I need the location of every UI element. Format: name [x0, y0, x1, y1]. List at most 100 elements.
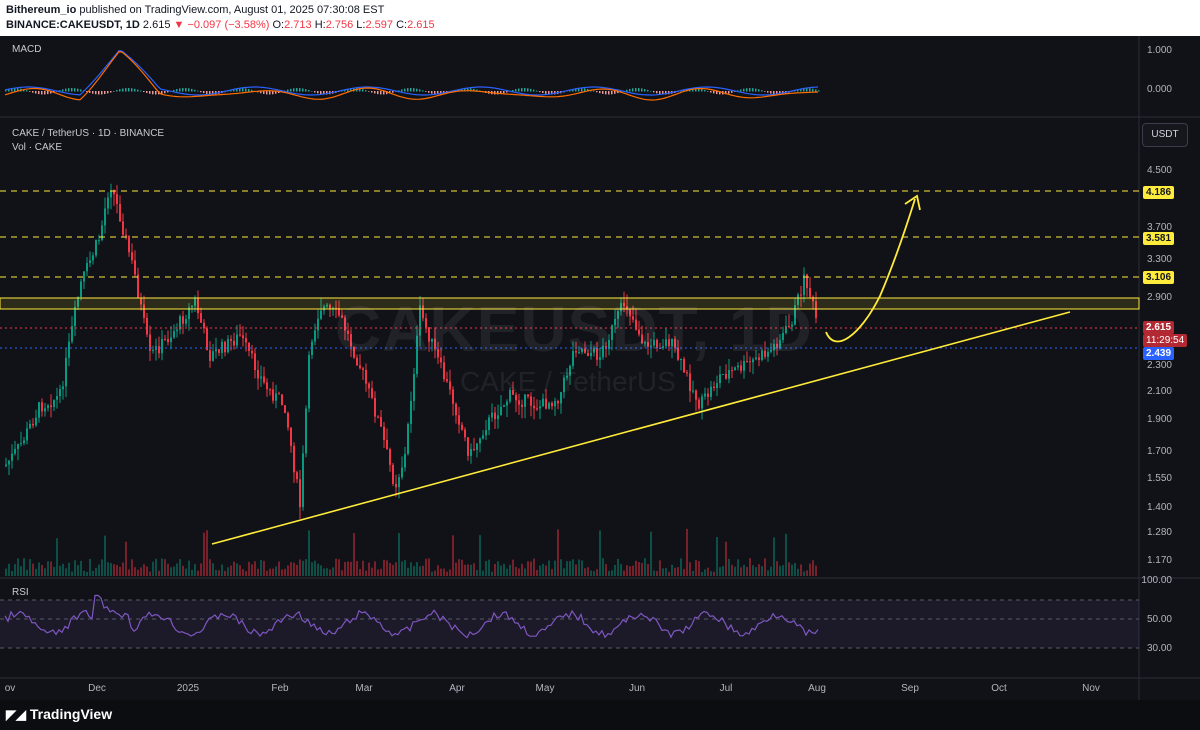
- candle-body: [275, 393, 277, 401]
- chart-area[interactable]: CAKEUSDT, 1D CAKE / TetherUS MACD CAKE /…: [0, 36, 1200, 700]
- volume-bar: [575, 564, 577, 576]
- macd-histogram: [665, 91, 667, 95]
- candle-body: [194, 298, 196, 306]
- macd-histogram: [305, 89, 307, 92]
- volume-bar: [266, 570, 268, 576]
- tradingview-logo[interactable]: ◤◢ TradingView: [6, 706, 112, 723]
- volume-bar: [383, 559, 385, 576]
- macd-histogram: [71, 88, 73, 92]
- candle-body: [530, 396, 532, 406]
- macd-histogram: [155, 91, 157, 95]
- chart-canvas[interactable]: [0, 36, 1200, 700]
- macd-histogram: [617, 91, 619, 94]
- volume-bar: [233, 561, 235, 576]
- macd-histogram: [275, 91, 277, 94]
- open-value: 2.713: [284, 19, 312, 31]
- volume-bar: [560, 559, 562, 576]
- macd-histogram: [716, 91, 718, 95]
- candle-body: [344, 317, 346, 331]
- candle-body: [803, 274, 805, 296]
- candle-body: [248, 342, 250, 351]
- volume-bar: [728, 558, 730, 576]
- volume-bar: [290, 562, 292, 576]
- candle-body: [410, 400, 412, 425]
- volume-bar: [425, 558, 427, 576]
- volume-bar: [488, 559, 490, 576]
- candle-body: [476, 443, 478, 451]
- volume-bar: [770, 566, 772, 576]
- volume-bar: [116, 564, 118, 576]
- candle-body: [80, 281, 82, 297]
- volume-bar: [95, 567, 97, 576]
- macd-histogram: [119, 89, 121, 92]
- candle-body: [473, 449, 475, 451]
- close-label: C:: [396, 19, 408, 31]
- candle-body: [245, 338, 247, 343]
- volume-bar: [155, 558, 157, 576]
- volume-bar: [722, 565, 724, 576]
- volume-bar: [782, 565, 784, 576]
- macd-histogram: [251, 89, 253, 92]
- macd-histogram: [752, 88, 754, 92]
- macd-label[interactable]: MACD: [12, 44, 42, 55]
- volume-bar: [494, 563, 496, 576]
- change-value: −0.097 (−3.58%): [187, 19, 270, 31]
- candle-body: [527, 394, 529, 397]
- volume-bar: [635, 560, 637, 576]
- candle-body: [491, 412, 493, 418]
- macd-histogram: [440, 91, 442, 95]
- candle-body: [122, 221, 124, 235]
- candle-body: [485, 430, 487, 436]
- rsi-label[interactable]: RSI: [12, 587, 29, 598]
- volume-label[interactable]: Vol · CAKE: [12, 142, 63, 153]
- macd-histogram: [422, 90, 424, 92]
- candle-body: [602, 345, 604, 358]
- macd-histogram: [344, 89, 346, 92]
- candle-body: [128, 235, 130, 253]
- macd-histogram: [800, 88, 802, 92]
- volume-bar: [377, 569, 379, 576]
- time-tick: Jul: [719, 683, 733, 694]
- volume-bar: [761, 566, 763, 576]
- volume-bar: [50, 561, 52, 576]
- last-price: 2.615: [142, 19, 171, 31]
- candle-body: [251, 350, 253, 354]
- candle-body: [809, 288, 811, 297]
- candle-body: [62, 386, 64, 390]
- candle-body: [101, 225, 103, 240]
- macd-histogram: [767, 91, 769, 93]
- volume-bar: [368, 562, 370, 576]
- macd-histogram: [68, 88, 70, 92]
- candle-body: [467, 437, 469, 456]
- currency-button[interactable]: USDT: [1142, 123, 1188, 147]
- candle-body: [206, 328, 208, 351]
- price-axis-tick: 1.900: [1146, 414, 1172, 425]
- low-value: 2.597: [365, 19, 393, 31]
- volume-bar: [92, 570, 94, 576]
- candle-body: [281, 394, 283, 406]
- symbol-label[interactable]: BINANCE:CAKEUSDT, 1D: [6, 19, 140, 31]
- macd-histogram: [167, 91, 169, 93]
- volume-bar: [260, 559, 262, 576]
- candle-body: [290, 427, 292, 446]
- candle-body: [572, 351, 574, 366]
- macd-histogram: [47, 91, 49, 95]
- candle-body: [518, 400, 520, 405]
- macd-histogram: [500, 91, 502, 95]
- price-axis-tick: 1.170: [1146, 555, 1172, 566]
- author-name[interactable]: Bithereum_io: [6, 4, 77, 16]
- volume-bar: [611, 570, 613, 576]
- ohlc-line: BINANCE:CAKEUSDT, 1D 2.615 ▼ −0.097 (−3.…: [6, 19, 435, 31]
- candle-body: [212, 351, 214, 361]
- candle-body: [683, 358, 685, 373]
- macd-histogram: [74, 88, 76, 92]
- candle-body: [305, 408, 307, 454]
- volume-bar: [725, 541, 727, 576]
- volume-bar: [41, 565, 43, 576]
- macd-histogram: [761, 90, 763, 92]
- candle-body: [41, 402, 43, 412]
- macd-histogram: [380, 91, 382, 95]
- volume-bar: [752, 565, 754, 576]
- volume-bar: [713, 571, 715, 576]
- projection-arrow-icon: [904, 194, 921, 211]
